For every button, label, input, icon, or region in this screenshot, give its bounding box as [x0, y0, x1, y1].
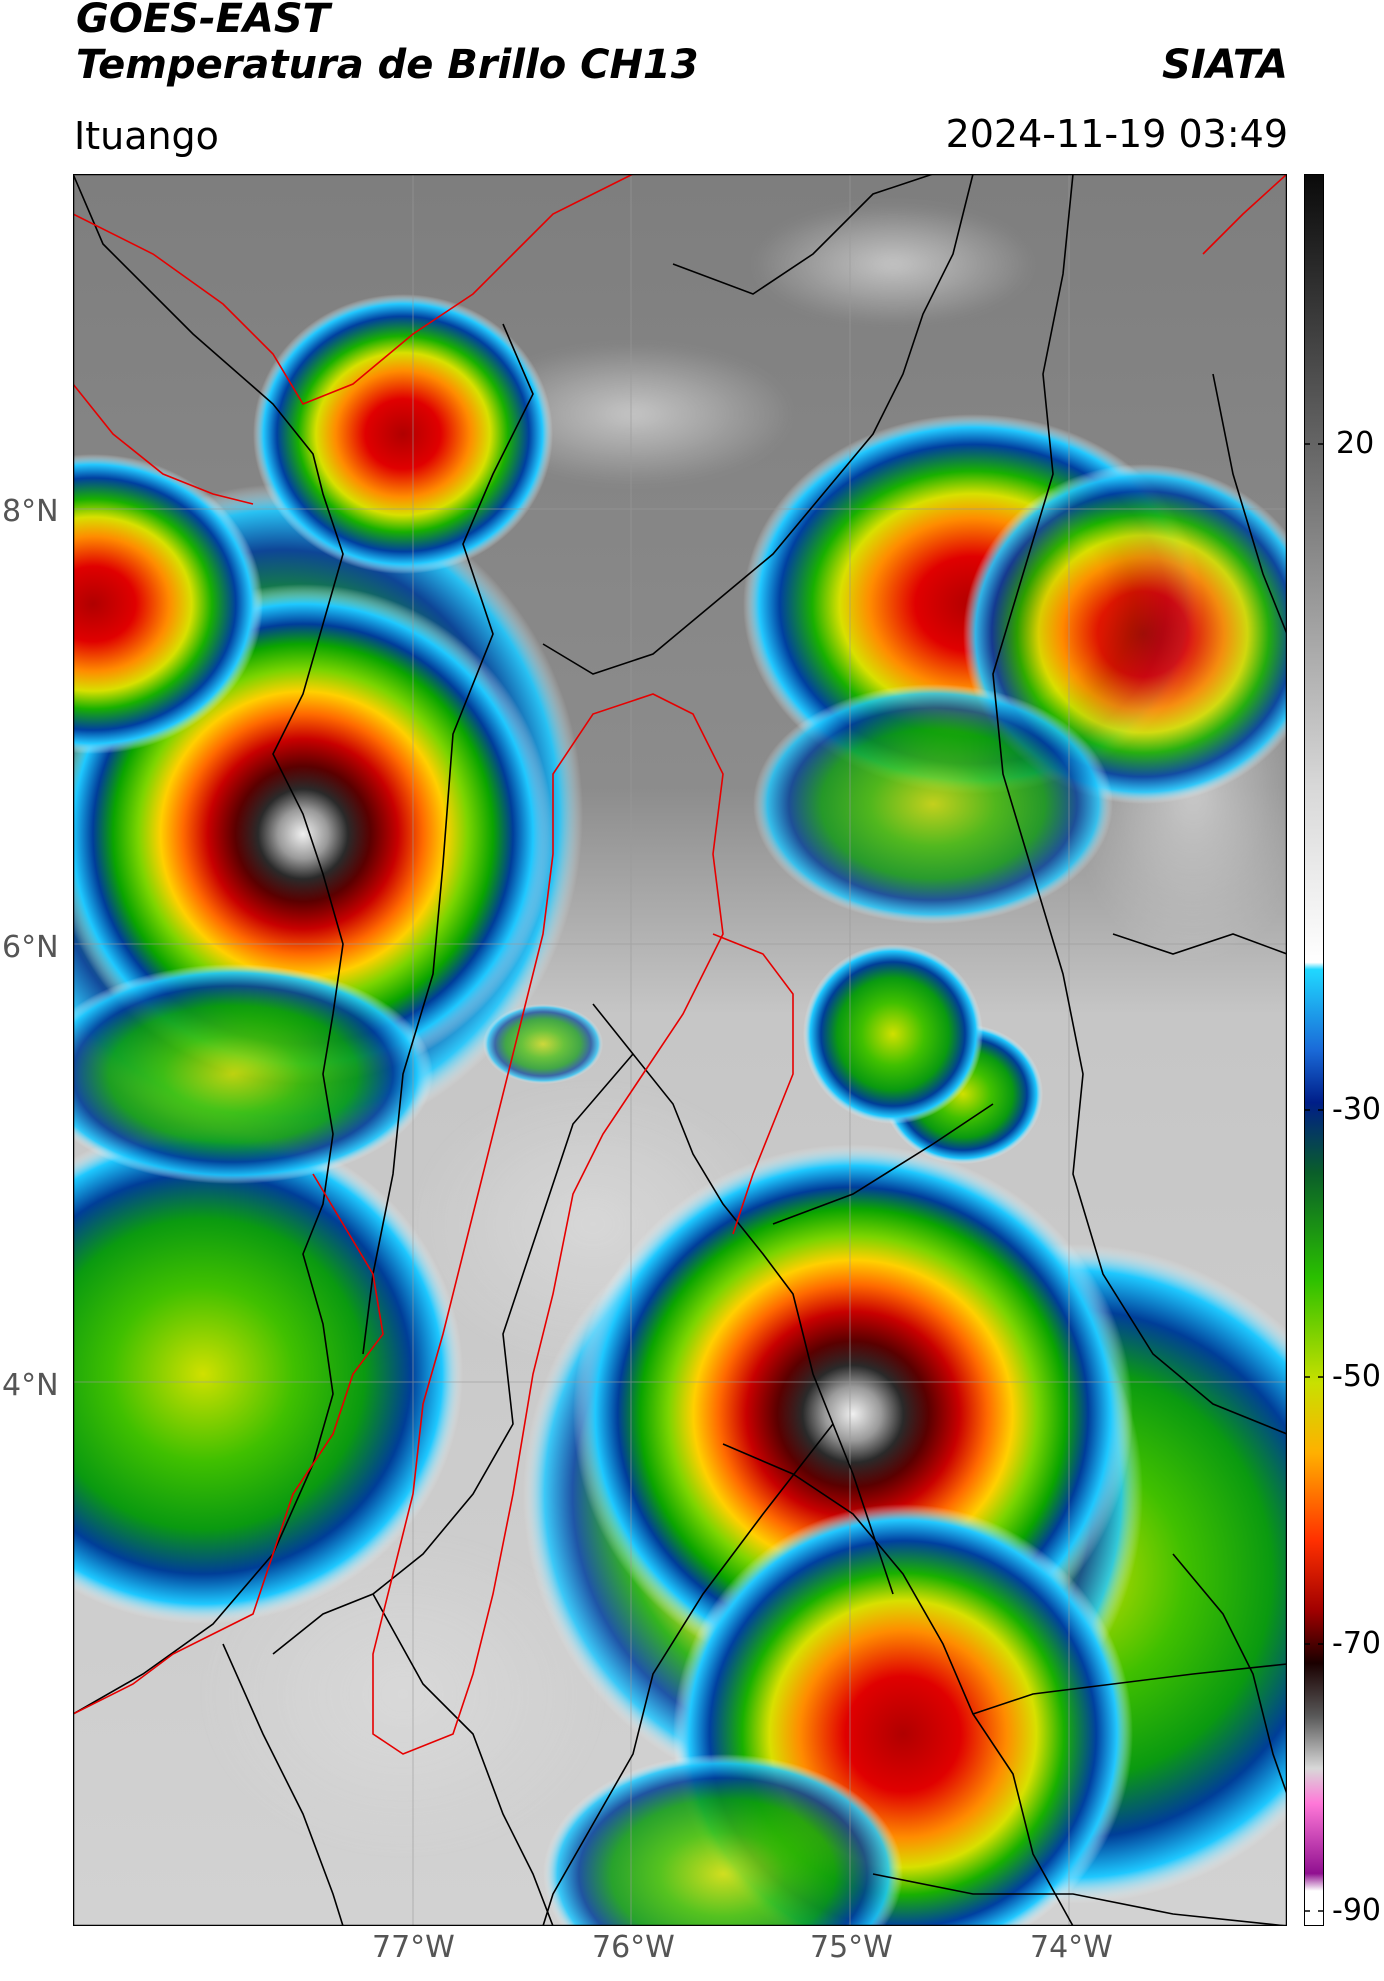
title-line2: Temperatura de Brillo CH13 [76, 42, 699, 88]
colorbar [1304, 174, 1324, 1926]
org-label: SIATA [1162, 42, 1288, 88]
colorbar-label-minus70: -70 [1332, 1626, 1381, 1661]
title-line1: GOES-EAST [76, 0, 330, 42]
red-outlines [73, 174, 1287, 1755]
datetime-label: 2024-11-19 03:49 [945, 112, 1288, 156]
lat-tick-6: 6°N [2, 930, 59, 965]
cloud-systems [73, 294, 1287, 1926]
lon-tick-76: 76°W [592, 1930, 675, 1965]
colorbar-label-minus50: -50 [1332, 1359, 1381, 1394]
political-borders [73, 174, 1287, 1926]
lon-tick-75: 75°W [810, 1930, 893, 1965]
colorbar-label-minus30: -30 [1332, 1092, 1381, 1127]
location-label: Ituango [74, 114, 219, 158]
colorbar-label-minus90: -90 [1332, 1893, 1381, 1928]
colorbar-label-20: 20 [1336, 426, 1375, 461]
colorbar-ticks [1304, 443, 1324, 1912]
lon-tick-74: 74°W [1030, 1930, 1113, 1965]
brightness-temperature-map [73, 174, 1287, 1926]
lat-tick-4: 4°N [2, 1368, 59, 1403]
gridlines [73, 174, 1287, 1926]
lon-tick-77: 77°W [372, 1930, 455, 1965]
lat-tick-8: 8°N [2, 494, 59, 529]
